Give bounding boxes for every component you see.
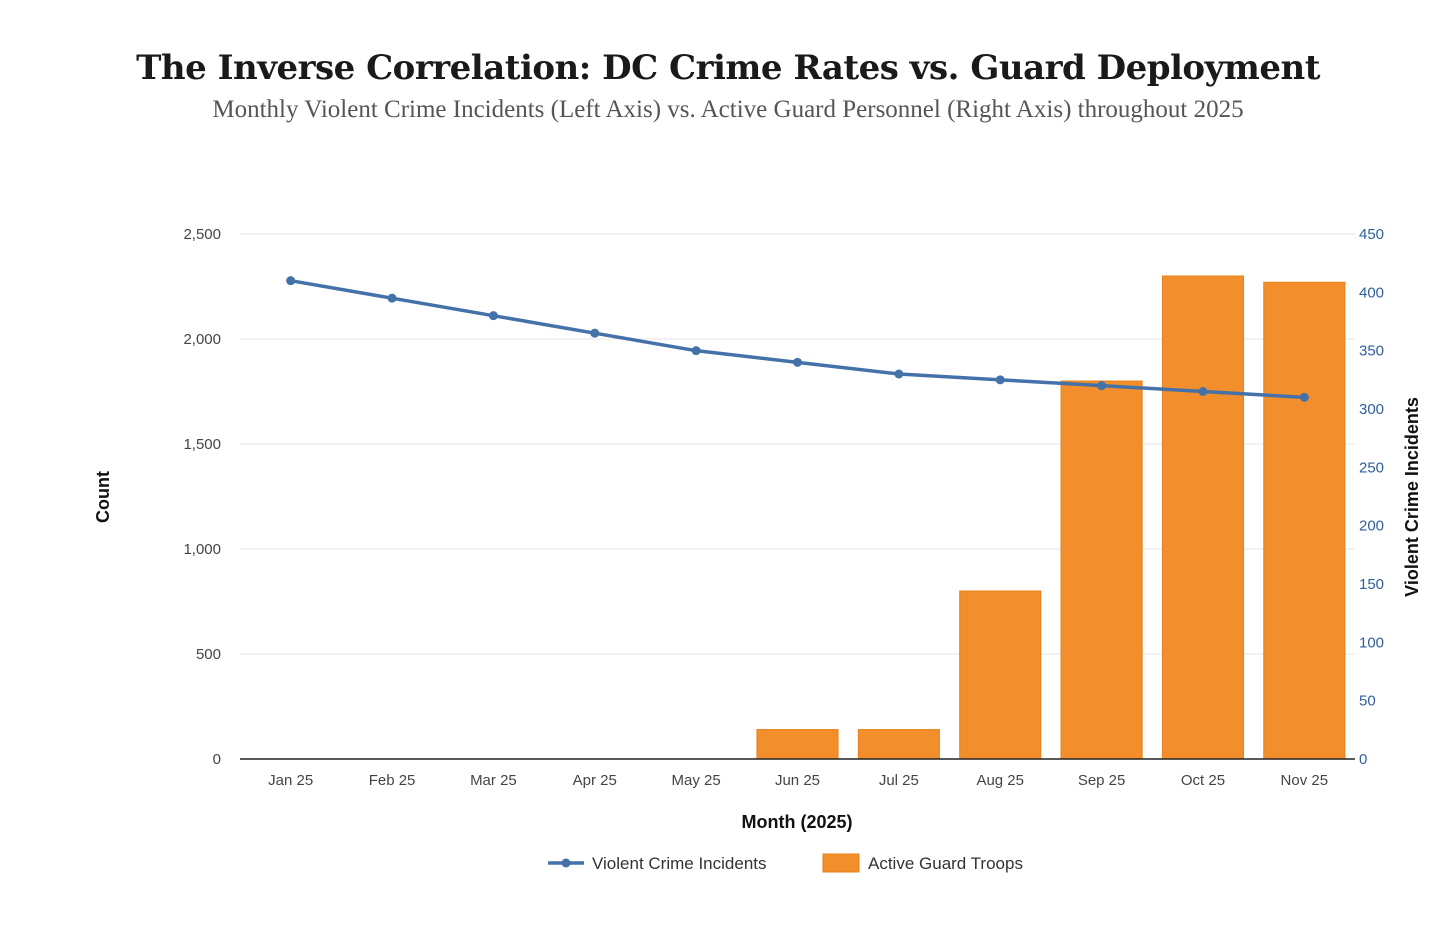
x-tick-label: Apr 25 [573, 772, 617, 789]
legend-marker-icon [561, 858, 571, 868]
left-tick-label: 1,500 [183, 436, 221, 453]
x-tick-label: Feb 25 [369, 772, 416, 789]
x-tick-label: Mar 25 [470, 772, 517, 789]
bar-jun-25[interactable] [756, 729, 839, 760]
bar-sep-25[interactable] [1060, 380, 1143, 760]
crime-point-mar-25[interactable] [488, 311, 498, 321]
crime-point-jan-25[interactable] [286, 276, 296, 286]
x-tick-label: Sep 25 [1078, 772, 1126, 789]
crime-point-oct-25[interactable] [1198, 387, 1208, 396]
right-tick-label: 0 [1359, 751, 1367, 768]
crime-point-jun-25[interactable] [793, 357, 802, 367]
right-tick-label: 300 [1359, 401, 1384, 418]
crime-point-feb-25[interactable] [387, 293, 397, 303]
x-tick-label: May 25 [672, 772, 721, 789]
right-axis-label: Violent Crime Incidents [1402, 397, 1422, 597]
right-tick-label: 250 [1359, 459, 1384, 476]
right-tick-label: 400 [1359, 284, 1384, 301]
right-tick-label: 350 [1359, 343, 1384, 360]
right-tick-label: 150 [1359, 576, 1384, 593]
legend: Violent Crime Incidents Active Guard Tro… [548, 853, 1023, 873]
chart-subtitle: Monthly Violent Crime Incidents (Left Ax… [212, 96, 1244, 123]
bar-oct-25[interactable] [1161, 275, 1244, 760]
crime-point-may-25[interactable] [691, 346, 701, 356]
bar-nov-25[interactable] [1263, 281, 1346, 760]
x-axis-label: Month (2025) [741, 812, 852, 832]
legend-bar-swatch [822, 853, 860, 873]
legend-label-line: Violent Crime Incidents [592, 854, 767, 873]
x-tick-label: Jun 25 [775, 772, 820, 789]
x-tick-label: Oct 25 [1181, 772, 1225, 789]
bar-aug-25[interactable] [959, 590, 1042, 760]
crime-point-aug-25[interactable] [995, 375, 1005, 385]
bar-jul-25[interactable] [857, 729, 940, 760]
legend-item-line[interactable]: Violent Crime Incidents [548, 854, 767, 873]
right-tick-label: 450 [1359, 226, 1384, 243]
crime-point-sep-25[interactable] [1097, 381, 1107, 391]
left-tick-label: 2,500 [183, 226, 221, 243]
left-tick-label: 0 [213, 751, 221, 768]
left-tick-label: 1,000 [183, 541, 221, 558]
chart-title: The Inverse Correlation: DC Crime Rates … [136, 48, 1320, 88]
left-tick-label: 2,000 [183, 331, 221, 348]
right-tick-label: 100 [1359, 634, 1384, 651]
left-tick-label: 500 [196, 646, 221, 663]
right-tick-label: 200 [1359, 518, 1384, 535]
right-tick-label: 50 [1359, 693, 1376, 710]
crime-point-jul-25[interactable] [894, 369, 904, 379]
crime-point-apr-25[interactable] [590, 328, 600, 338]
left-axis-label: Count [93, 471, 113, 523]
x-tick-label: Aug 25 [976, 772, 1024, 789]
x-tick-label: Jul 25 [879, 772, 919, 789]
x-tick-label: Jan 25 [268, 772, 313, 789]
x-tick-label: Nov 25 [1281, 772, 1329, 789]
legend-label-bar: Active Guard Troops [868, 854, 1023, 873]
crime-point-nov-25[interactable] [1299, 392, 1309, 402]
legend-item-bar[interactable]: Active Guard Troops [822, 853, 1023, 873]
